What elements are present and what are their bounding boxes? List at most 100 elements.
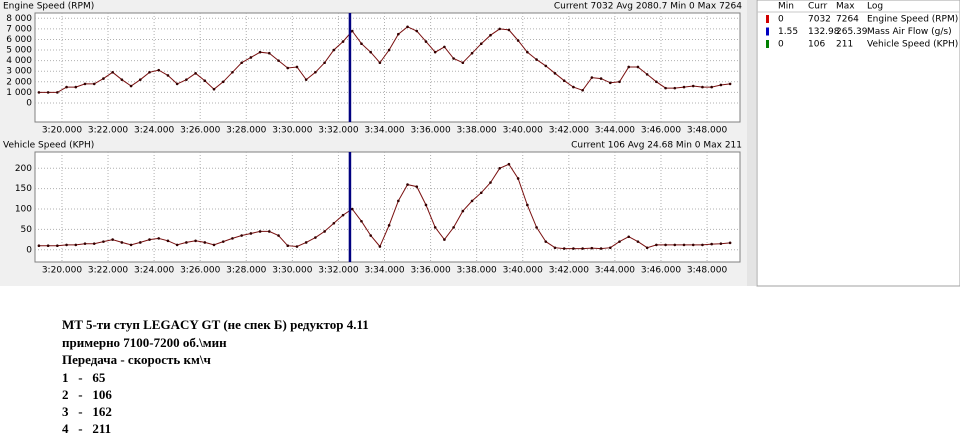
- data-point: [74, 85, 78, 89]
- data-point: [83, 82, 87, 86]
- data-point: [314, 70, 317, 74]
- data-point: [535, 58, 538, 61]
- note-line: 4 - 211: [62, 421, 111, 436]
- data-point: [157, 237, 161, 240]
- data-point: [378, 245, 382, 248]
- data-point: [37, 244, 41, 248]
- data-point: [185, 241, 188, 244]
- data-point: [461, 209, 465, 213]
- x-tick-label: 3:30.000: [272, 126, 313, 136]
- data-point: [240, 234, 243, 237]
- data-point: [590, 246, 594, 250]
- x-tick-label: 3:40.000: [503, 126, 544, 136]
- data-point: [46, 91, 50, 94]
- data-point: [415, 29, 419, 33]
- data-point: [489, 181, 492, 184]
- data-point: [314, 236, 317, 239]
- series-line: [38, 26, 731, 93]
- x-tick-label: 3:28.000: [226, 126, 267, 136]
- x-tick-label: 3:42.000: [549, 266, 590, 276]
- data-point: [553, 72, 557, 75]
- data-point: [562, 79, 566, 83]
- data-point: [332, 48, 336, 52]
- data-point: [286, 66, 290, 70]
- y-tick-label: 0: [26, 245, 32, 255]
- data-point: [544, 240, 548, 243]
- panel-cell: 0: [778, 15, 784, 25]
- chart-status: Current 106 Avg 24.68 Min 0 Max 211: [571, 141, 742, 151]
- data-point: [360, 42, 363, 45]
- data-point: [221, 240, 225, 243]
- y-tick-label: 50: [21, 225, 33, 235]
- data-point: [406, 25, 409, 29]
- data-point: [249, 56, 253, 59]
- data-point: [516, 177, 520, 180]
- x-tick-label: 3:32.000: [318, 126, 359, 136]
- data-point: [397, 32, 400, 36]
- x-tick-label: 3:22.000: [88, 266, 129, 276]
- x-tick-label: 3:26.000: [180, 126, 221, 136]
- data-point: [240, 61, 243, 65]
- data-point: [157, 68, 161, 72]
- x-tick-label: 3:44.000: [595, 126, 636, 136]
- data-point: [175, 82, 179, 86]
- column-header: Log: [867, 2, 883, 12]
- data-point: [507, 28, 511, 32]
- data-point: [37, 91, 41, 94]
- data-point: [719, 83, 723, 87]
- data-point: [120, 241, 124, 244]
- data-point: [212, 243, 216, 247]
- y-tick-label: 8 000: [6, 14, 32, 24]
- data-point: [590, 76, 594, 79]
- data-point: [701, 85, 704, 89]
- data-point: [544, 64, 548, 68]
- data-point: [443, 45, 446, 49]
- data-point: [249, 232, 253, 235]
- data-point: [655, 80, 658, 84]
- data-point: [526, 203, 529, 207]
- data-point: [129, 84, 133, 88]
- data-point: [572, 85, 575, 89]
- y-tick-label: 0: [26, 98, 32, 108]
- data-point: [56, 91, 59, 94]
- data-point: [701, 243, 704, 247]
- y-tick-label: 200: [15, 164, 32, 174]
- data-point: [341, 213, 345, 217]
- data-point: [268, 230, 271, 233]
- chart-title: Vehicle Speed (KPH): [3, 141, 94, 151]
- data-point: [231, 237, 234, 240]
- data-point: [65, 85, 68, 89]
- data-point: [479, 191, 483, 195]
- data-point: [56, 244, 59, 248]
- data-point: [498, 166, 502, 170]
- data-point: [120, 78, 124, 81]
- note-line: 3 - 162: [62, 404, 112, 419]
- data-point: [148, 70, 151, 74]
- data-point: [415, 185, 419, 188]
- data-point: [221, 80, 225, 84]
- y-tick-label: 3 000: [6, 67, 32, 77]
- panel-cell: Engine Speed (RPM): [867, 15, 958, 25]
- data-point: [664, 86, 667, 90]
- data-point: [691, 243, 695, 247]
- x-tick-label: 3:26.000: [180, 266, 221, 276]
- data-point: [111, 70, 114, 74]
- x-tick-label: 3:40.000: [503, 266, 544, 276]
- series-swatch: [766, 40, 769, 48]
- data-point: [102, 77, 105, 80]
- data-point: [673, 243, 677, 247]
- data-point: [719, 242, 723, 245]
- data-point: [728, 241, 732, 245]
- data-point: [304, 78, 308, 81]
- x-tick-label: 3:36.000: [410, 266, 451, 276]
- x-tick-label: 3:34.000: [364, 126, 405, 136]
- data-point: [424, 203, 428, 207]
- data-point: [470, 199, 474, 203]
- splitter: [747, 0, 756, 286]
- x-tick-label: 3:30.000: [272, 266, 313, 276]
- data-point: [608, 81, 612, 85]
- data-point: [627, 235, 631, 239]
- x-tick-label: 3:46.000: [641, 126, 682, 136]
- data-point: [424, 40, 428, 43]
